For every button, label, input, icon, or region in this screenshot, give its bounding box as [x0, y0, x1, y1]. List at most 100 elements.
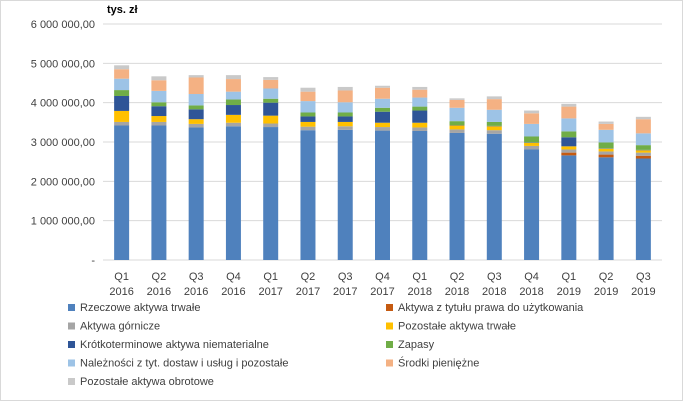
bar-segment	[263, 127, 279, 260]
legend-label: Pozostałe aktywa obrotowe	[80, 376, 214, 388]
x-tick-quarter: Q4	[375, 271, 390, 283]
bar-segment	[151, 80, 167, 91]
bar-segment	[300, 116, 316, 122]
bar-segment	[300, 91, 316, 102]
bar-segment	[449, 132, 465, 260]
bar-segment	[561, 106, 577, 119]
bar-segment	[225, 122, 241, 127]
bar-segment	[151, 90, 167, 103]
bar-segment	[598, 148, 614, 152]
x-tick-year: 2018	[482, 286, 506, 298]
bar-segment	[375, 111, 390, 123]
bar-segment	[412, 122, 428, 128]
x-tick-year: 2017	[370, 286, 394, 298]
bar-segment	[225, 114, 241, 123]
x-tick-quarter: Q2	[301, 271, 316, 283]
x-tick-quarter: Q1	[114, 271, 129, 283]
bar-segment	[635, 155, 651, 159]
bar-segment	[375, 85, 390, 88]
x-tick-quarter: Q3	[636, 271, 651, 283]
bar-segment	[300, 87, 316, 92]
bar-segment	[635, 133, 651, 146]
y-tick-label: 3 000 000,00	[31, 137, 95, 149]
bar-segment	[375, 130, 390, 260]
bar-segment	[300, 130, 316, 260]
y-tick-label: 6 000 000,00	[31, 19, 95, 31]
bar-segment	[561, 118, 577, 132]
bar-segment	[635, 119, 651, 134]
x-tick-quarter: Q2	[599, 271, 614, 283]
legend-swatch	[386, 304, 393, 311]
y-tick-label: -	[91, 255, 95, 267]
bar-segment	[486, 96, 502, 100]
legend-swatch	[68, 378, 75, 385]
bar-segment	[337, 102, 353, 113]
x-tick-year: 2018	[408, 286, 432, 298]
bar-segment	[375, 122, 390, 128]
bar-segment	[151, 106, 167, 117]
bar-segment	[412, 127, 428, 131]
bar-segment	[188, 75, 204, 78]
bars	[114, 65, 651, 261]
bar-segment	[598, 123, 614, 130]
bar-segment	[524, 113, 540, 124]
x-tick-year: 2017	[333, 286, 357, 298]
x-tick-quarter: Q4	[226, 271, 241, 283]
y-tick-label: 5 000 000,00	[31, 58, 95, 70]
bar-segment	[561, 149, 577, 153]
bar-segment	[188, 105, 204, 110]
legend-label: Należności z tyt. dostaw i usług i pozos…	[80, 358, 289, 370]
x-tick-year: 2016	[109, 286, 133, 298]
bar-segment	[337, 90, 353, 103]
bar-segment	[188, 94, 204, 106]
x-tick-year: 2016	[147, 286, 171, 298]
bar-segment	[114, 125, 130, 260]
bar-segment	[151, 102, 167, 107]
legend-label: Rzeczowe aktywa trwałe	[80, 302, 200, 314]
bar-segment	[114, 95, 130, 111]
x-tick-year: 2018	[445, 286, 469, 298]
legend-label: Aktywa górnicze	[80, 321, 160, 333]
bar-segment	[412, 130, 428, 260]
bar-segment	[598, 142, 614, 149]
bar-segment	[635, 145, 651, 150]
bar-segment	[598, 121, 614, 124]
legend-label: Pozostałe aktywa trwałe	[398, 321, 516, 333]
bar-segment	[524, 136, 540, 143]
legend-swatch	[386, 322, 393, 330]
bar-segment	[524, 142, 540, 146]
legend-label: Zapasy	[398, 339, 435, 351]
bar-segment	[263, 102, 279, 116]
y-axis-tick-labels: - 1 000 000,00 2 000 000,00 3 000 000,00 4 0…	[31, 19, 96, 267]
bar-segment	[375, 98, 390, 108]
legend-swatch	[68, 304, 75, 311]
bar-segment	[300, 101, 316, 113]
bar-segment	[114, 69, 130, 79]
bar-segment	[263, 123, 279, 128]
bar-segment	[524, 145, 540, 150]
bar-segment	[635, 152, 651, 156]
bar-segment	[486, 126, 502, 131]
bar-segment	[449, 121, 465, 126]
unit-label: tys. zł	[107, 4, 138, 16]
legend-swatch	[386, 341, 393, 348]
legend-label: Aktywa z tytułu prawa do użytkowania	[398, 302, 584, 314]
legend-label: Krótkoterminowe aktywa niematerialne	[80, 339, 269, 351]
bar-segment	[225, 91, 241, 100]
bar-segment	[263, 77, 279, 80]
bar-segment	[486, 99, 502, 110]
bar-segment	[225, 75, 241, 80]
bar-segment	[524, 123, 540, 137]
bar-segment	[188, 127, 204, 261]
bar-segment	[114, 110, 130, 122]
bar-segment	[188, 77, 204, 95]
bar-segment	[114, 65, 130, 70]
bar-segment	[151, 125, 167, 260]
x-tick-quarter: Q1	[263, 271, 278, 283]
bar-segment	[412, 110, 428, 123]
bar-segment	[412, 97, 428, 107]
bar-segment	[598, 151, 614, 155]
x-tick-quarter: Q1	[412, 271, 427, 283]
x-tick-year: 2016	[184, 286, 208, 298]
bar-segment	[337, 116, 353, 122]
